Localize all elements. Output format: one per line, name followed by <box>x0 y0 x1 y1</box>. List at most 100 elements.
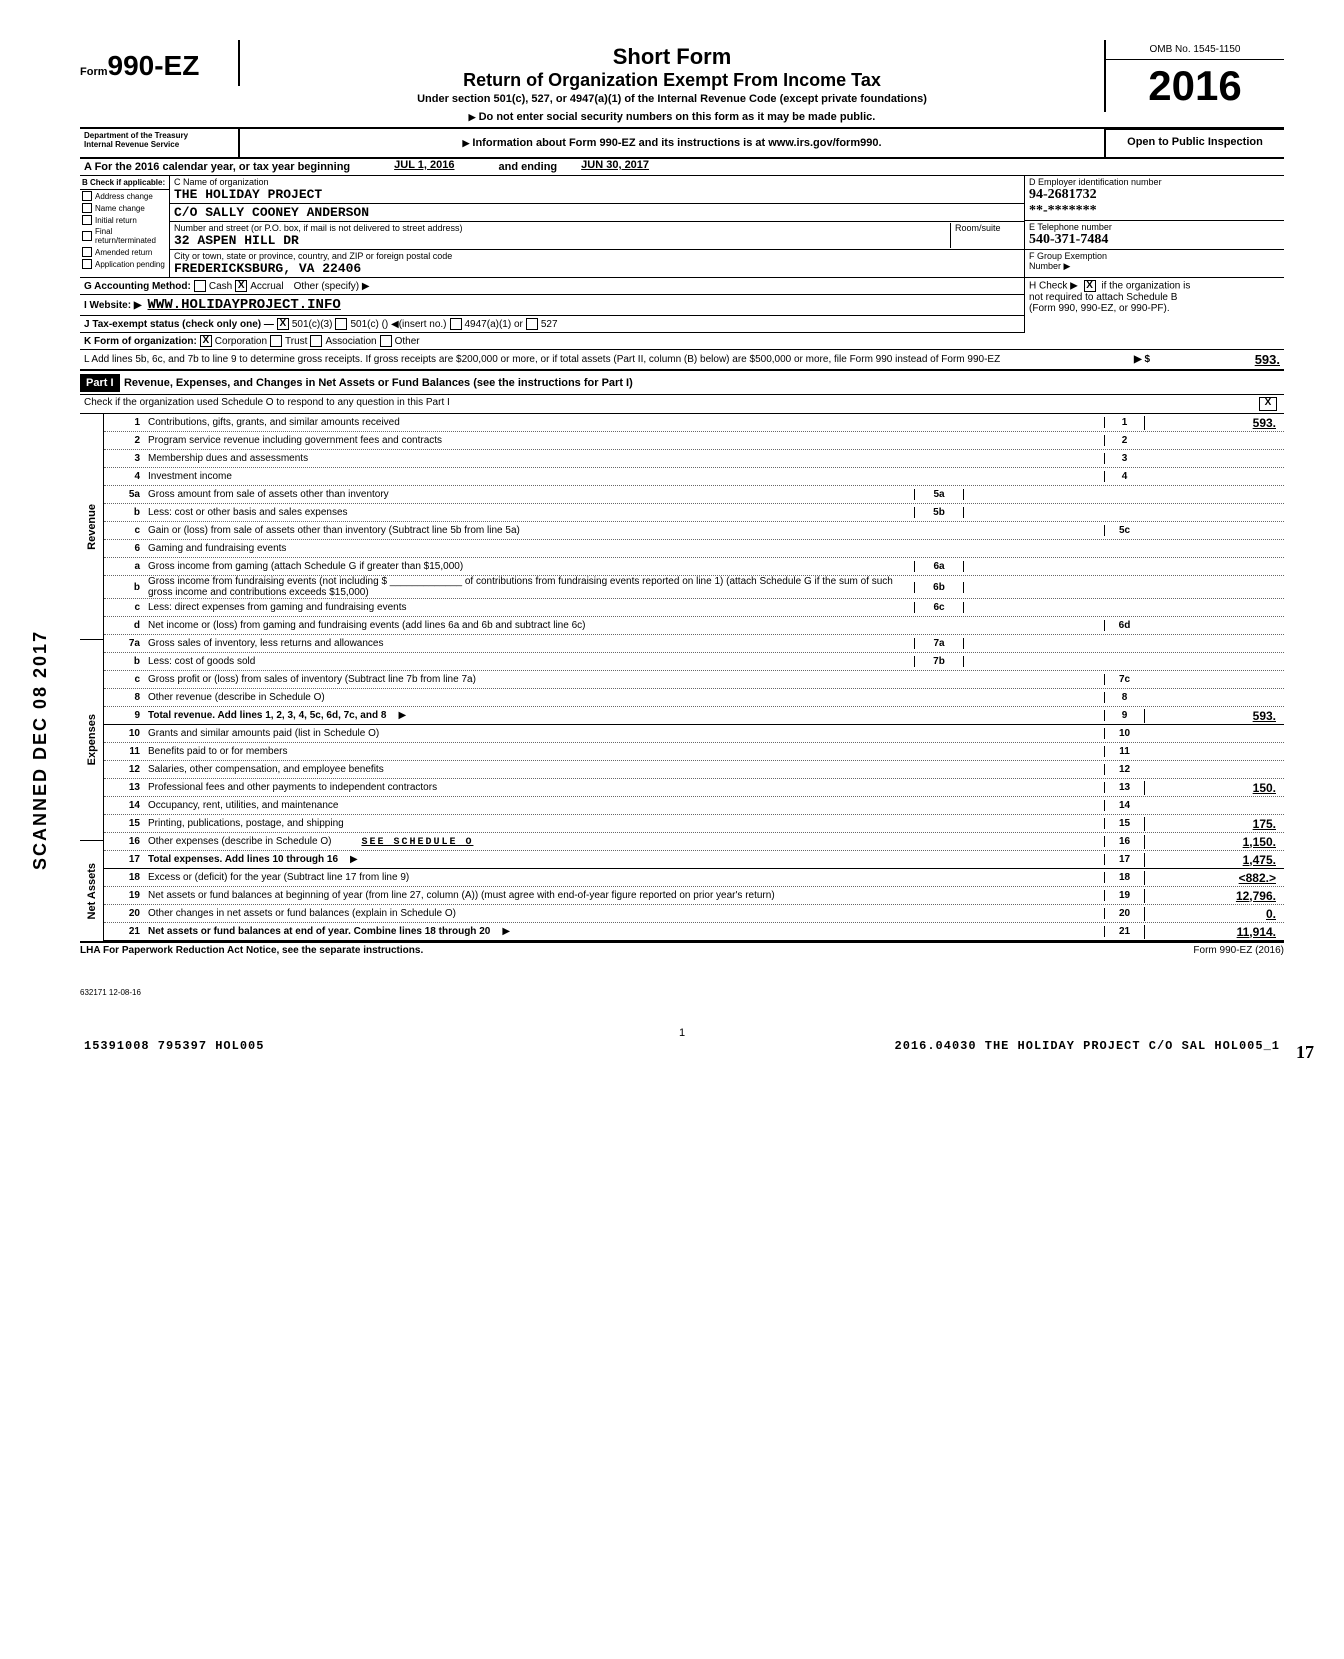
line-11: 11Benefits paid to or for members11 <box>104 743 1284 761</box>
website-label: I Website: ▶ <box>84 300 142 311</box>
schedule-o-box[interactable]: X <box>1259 397 1277 411</box>
form-label: Form <box>80 66 108 78</box>
line-12: 12Salaries, other compensation, and empl… <box>104 761 1284 779</box>
chk-final-return[interactable]: Final return/terminated <box>80 226 169 246</box>
line-value: 150. <box>1144 781 1284 795</box>
line-desc: Membership dues and assessments <box>144 453 1104 464</box>
line-box: 5c <box>1104 525 1144 536</box>
box-501c[interactable] <box>335 318 347 330</box>
box-h-check[interactable]: X <box>1084 280 1096 292</box>
line-desc-text: Gross income from gaming (attach Schedul… <box>148 561 463 572</box>
bottom-identifier: 15391008 795397 HOL005 2016.04030 THE HO… <box>80 1039 1284 1053</box>
chk-amended[interactable]: Amended return <box>80 246 169 258</box>
line-desc: Grants and similar amounts paid (list in… <box>144 728 1104 739</box>
cash-label: Cash <box>209 281 232 292</box>
row-l-value: 593. <box>1160 352 1280 367</box>
line-num: 8 <box>104 692 144 703</box>
line-5a: 5aGross amount from sale of assets other… <box>104 486 1284 504</box>
bottom-left-id: 15391008 795397 HOL005 <box>84 1039 264 1053</box>
box-4947[interactable] <box>450 318 462 330</box>
line-desc: Total revenue. Add lines 1, 2, 3, 4, 5c,… <box>144 710 1104 721</box>
box-association[interactable] <box>310 335 322 347</box>
line-desc-text: Gross income from fundraising events (no… <box>148 576 902 598</box>
line-num: 2 <box>104 435 144 446</box>
net-assets-label: Net Assets <box>80 840 104 941</box>
h-check-label: H Check ▶ <box>1029 281 1078 292</box>
line-desc: Other revenue (describe in Schedule O) <box>144 692 1104 703</box>
bottom-right-id: 2016.04030 THE HOLIDAY PROJECT C/O SAL H… <box>895 1039 1280 1053</box>
line-num: 17 <box>104 854 144 865</box>
line-desc-text: Benefits paid to or for members <box>148 746 288 757</box>
line-14: 14Occupancy, rent, utilities, and mainte… <box>104 797 1284 815</box>
line-box: 16 <box>1104 836 1144 847</box>
form-number: Form990-EZ <box>80 40 240 86</box>
line-17: 17Total expenses. Add lines 10 through 1… <box>104 851 1284 869</box>
page-corner-number: 17 <box>1296 1042 1314 1063</box>
section-b-c-d: B Check if applicable: Address change Na… <box>80 176 1284 278</box>
line-desc-text: Salaries, other compensation, and employ… <box>148 764 384 775</box>
line-num: c <box>104 525 144 536</box>
line-num: b <box>104 507 144 518</box>
line-20: 20Other changes in net assets or fund ba… <box>104 905 1284 923</box>
tax-year-end: JUN 30, 2017 <box>581 159 649 175</box>
line-num: 4 <box>104 471 144 482</box>
col-b-checkboxes: B Check if applicable: Address change Na… <box>80 176 170 277</box>
group-exempt-label: F Group Exemption <box>1029 251 1107 261</box>
line-box: 21 <box>1104 926 1144 937</box>
line-desc-text: Gross profit or (loss) from sales of inv… <box>148 674 476 685</box>
chk-name-change[interactable]: Name change <box>80 202 169 214</box>
chk-application[interactable]: Application pending <box>80 258 169 270</box>
box-corporation[interactable]: X <box>200 335 212 347</box>
chk-initial-return[interactable]: Initial return <box>80 214 169 226</box>
line-desc: Occupancy, rent, utilities, and maintena… <box>144 800 1104 811</box>
box-527[interactable] <box>526 318 538 330</box>
line-6: 6Gaming and fundraising events <box>104 540 1284 558</box>
line-desc: Net income or (loss) from gaming and fun… <box>144 620 1104 631</box>
line-box: 11 <box>1104 746 1144 757</box>
box-trust[interactable] <box>270 335 282 347</box>
line-desc: Other changes in net assets or fund bala… <box>144 908 1104 919</box>
line-desc: Program service revenue including govern… <box>144 435 1104 446</box>
line-num: 10 <box>104 728 144 739</box>
line-2: 2Program service revenue including gover… <box>104 432 1284 450</box>
line-desc: Excess or (deficit) for the year (Subtra… <box>144 872 1104 883</box>
line-desc: Gaming and fundraising events <box>144 543 874 554</box>
title-short-form: Short Form <box>248 44 1096 70</box>
line-mid-box: 7a <box>914 638 964 649</box>
line-desc-text: Less: cost of goods sold <box>148 656 255 667</box>
box-501c3[interactable]: X <box>277 318 289 330</box>
line-box: 17 <box>1104 854 1144 865</box>
box-cash[interactable] <box>194 280 206 292</box>
line-num: 6 <box>104 543 144 554</box>
form-header: Form990-EZ Short Form Return of Organiza… <box>80 40 1284 129</box>
line-desc-text: Grants and similar amounts paid (list in… <box>148 728 379 739</box>
tel-value: 540-371-7484 <box>1029 232 1280 248</box>
box-other-org[interactable] <box>380 335 392 347</box>
line-4: 4Investment income4 <box>104 468 1284 486</box>
line-num: 1 <box>104 417 144 428</box>
line-num: 9 <box>104 710 144 721</box>
line-value: 1,475. <box>1144 853 1284 867</box>
line-desc-text: Less: direct expenses from gaming and fu… <box>148 602 406 613</box>
part-i-title: Revenue, Expenses, and Changes in Net As… <box>124 377 633 389</box>
row-g-accounting: G Accounting Method: Cash XAccrual Other… <box>80 278 1024 295</box>
line-desc-text: Gain or (loss) from sale of assets other… <box>148 525 520 536</box>
line-mid-box: 6c <box>914 602 964 613</box>
ein-label: D Employer identification number <box>1029 177 1162 187</box>
line-b: bLess: cost or other basis and sales exp… <box>104 504 1284 522</box>
line-desc: Less: cost or other basis and sales expe… <box>144 507 914 518</box>
line-desc: Net assets or fund balances at beginning… <box>144 890 1104 901</box>
part-i-label: Part I <box>80 374 120 392</box>
line-desc: Gross sales of inventory, less returns a… <box>144 638 914 649</box>
title-return: Return of Organization Exempt From Incom… <box>248 70 1096 91</box>
line-value: 175. <box>1144 817 1284 831</box>
line-desc-text: Gross sales of inventory, less returns a… <box>148 638 383 649</box>
line-desc: Net assets or fund balances at end of ye… <box>144 926 1104 937</box>
tel-label: E Telephone number <box>1029 222 1112 232</box>
line-desc-text: Gross amount from sale of assets other t… <box>148 489 389 500</box>
accrual-label: Accrual <box>250 281 283 292</box>
chk-address-change[interactable]: Address change <box>80 190 169 202</box>
ssn-warning: Do not enter social security numbers on … <box>248 111 1096 123</box>
box-accrual[interactable]: X <box>235 280 247 292</box>
org-care-of: C/O SALLY COONEY ANDERSON <box>170 204 1024 222</box>
